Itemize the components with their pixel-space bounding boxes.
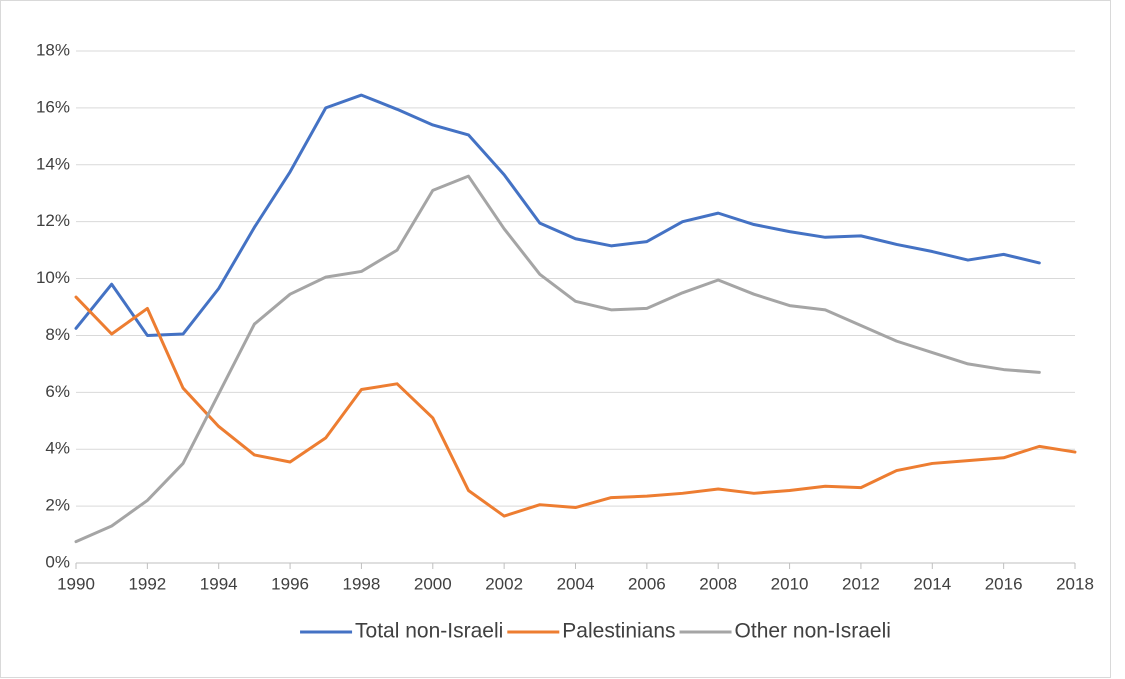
x-tick-label: 1998 <box>343 574 381 593</box>
y-tick-label: 4% <box>45 439 70 458</box>
x-tick-label: 1990 <box>57 574 95 593</box>
y-tick-label: 16% <box>36 97 70 116</box>
x-tick-label: 1994 <box>200 574 238 593</box>
x-tick-label: 2012 <box>842 574 880 593</box>
series-line <box>74 174 1041 544</box>
x-tick-label: 2002 <box>485 574 523 593</box>
y-tick-label: 6% <box>45 382 70 401</box>
y-tick-label: 2% <box>45 496 70 515</box>
series-line <box>74 295 1077 518</box>
legend-label: Total non-Israeli <box>355 620 503 643</box>
x-tick-label: 2004 <box>557 574 595 593</box>
x-tick-label: 2014 <box>913 574 951 593</box>
series-line <box>74 93 1041 337</box>
legend: Total non-Israeli Palestinians Other non-I… <box>300 620 891 643</box>
y-tick-label: 10% <box>36 268 70 287</box>
y-tick-label: 14% <box>36 154 70 173</box>
x-tick-label: 2018 <box>1056 574 1094 593</box>
y-tick-label: 12% <box>36 211 70 230</box>
x-tick-label: 2010 <box>771 574 809 593</box>
legend-label: Other non-Israeli <box>735 620 891 643</box>
y-tick-label: 18% <box>36 40 70 59</box>
x-tick-label: 2008 <box>699 574 737 593</box>
y-tick-label: 0% <box>45 552 70 571</box>
legend-label: Palestinians <box>562 620 675 643</box>
x-tick-label: 2000 <box>414 574 452 593</box>
x-tick-label: 2016 <box>985 574 1023 593</box>
y-tick-label: 8% <box>45 325 70 344</box>
x-tick-label: 1996 <box>271 574 309 593</box>
x-tick-label: 2006 <box>628 574 666 593</box>
x-tick-label: 1992 <box>128 574 166 593</box>
